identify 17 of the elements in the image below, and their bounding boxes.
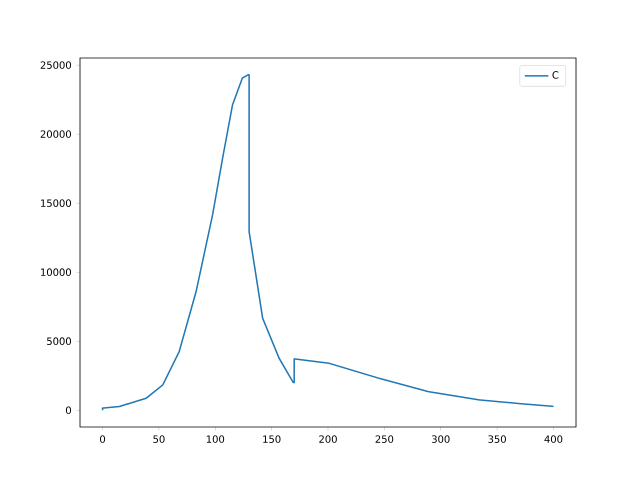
- x-tick-label: 0: [100, 435, 106, 443]
- x-tick-label: 350: [488, 435, 506, 443]
- y-tick-label: 10000: [41, 268, 71, 276]
- y-tick-label: 0: [66, 406, 72, 414]
- x-tick-label: 300: [432, 435, 450, 443]
- line-series: [102, 74, 554, 411]
- x-tick-label: 100: [206, 435, 224, 443]
- x-tick-label: 200: [319, 435, 337, 443]
- x-tick-label: 50: [153, 435, 165, 443]
- y-tick-label: 25000: [40, 61, 71, 69]
- y-tick-label: 15000: [41, 199, 71, 207]
- x-tick-label: 250: [376, 435, 394, 443]
- y-tick-label: 20000: [40, 130, 71, 138]
- x-tick-label: 400: [544, 435, 562, 443]
- legend-label: C: [552, 71, 558, 79]
- x-tick-label: 150: [263, 435, 280, 443]
- y-tick-label: 5000: [47, 337, 71, 345]
